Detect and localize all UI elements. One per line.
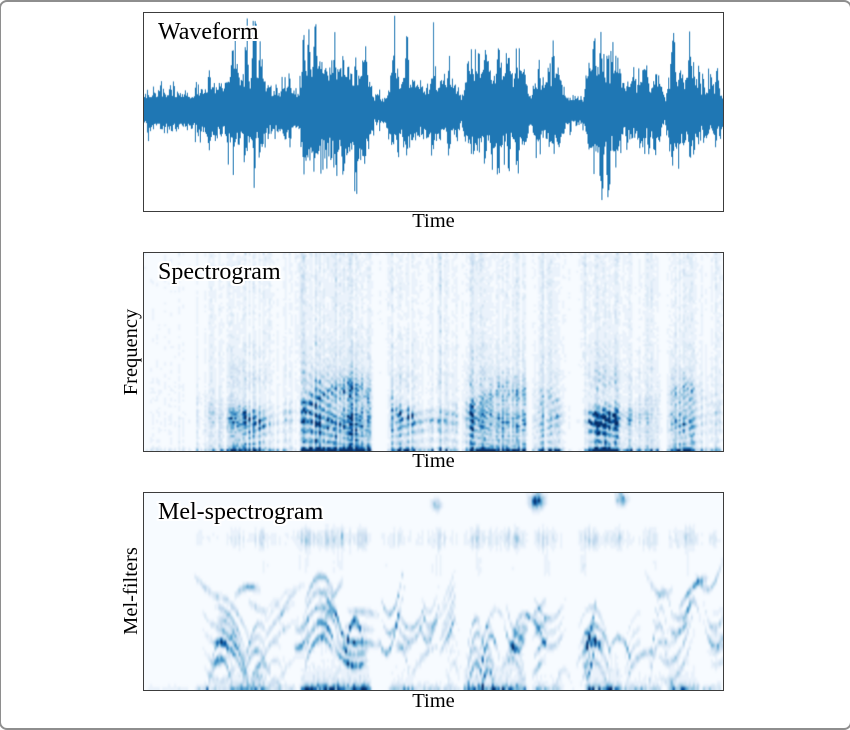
spectrogram-plot	[144, 253, 723, 451]
waveform-xlabel-time: Time	[412, 210, 455, 232]
mel-spectrogram-title: Mel-spectrogram	[158, 498, 324, 525]
mel-spectrogram-ylabel-mel-filters: Mel-filters	[119, 547, 142, 635]
waveform-plot	[144, 13, 723, 211]
spectrogram-ylabel-frequency: Frequency	[119, 308, 142, 395]
spectrogram-panel: Spectrogram	[143, 252, 724, 452]
waveform-title: Waveform	[158, 18, 259, 45]
waveform-panel: Waveform	[143, 12, 724, 212]
spectrogram-title: Spectrogram	[158, 258, 281, 285]
mel-spectrogram-plot	[144, 493, 723, 690]
mel-spectrogram-xlabel-time: Time	[412, 689, 455, 712]
spectrogram-xlabel-time: Time	[412, 449, 455, 472]
mel-spectrogram-panel: Mel-spectrogram	[143, 492, 724, 691]
